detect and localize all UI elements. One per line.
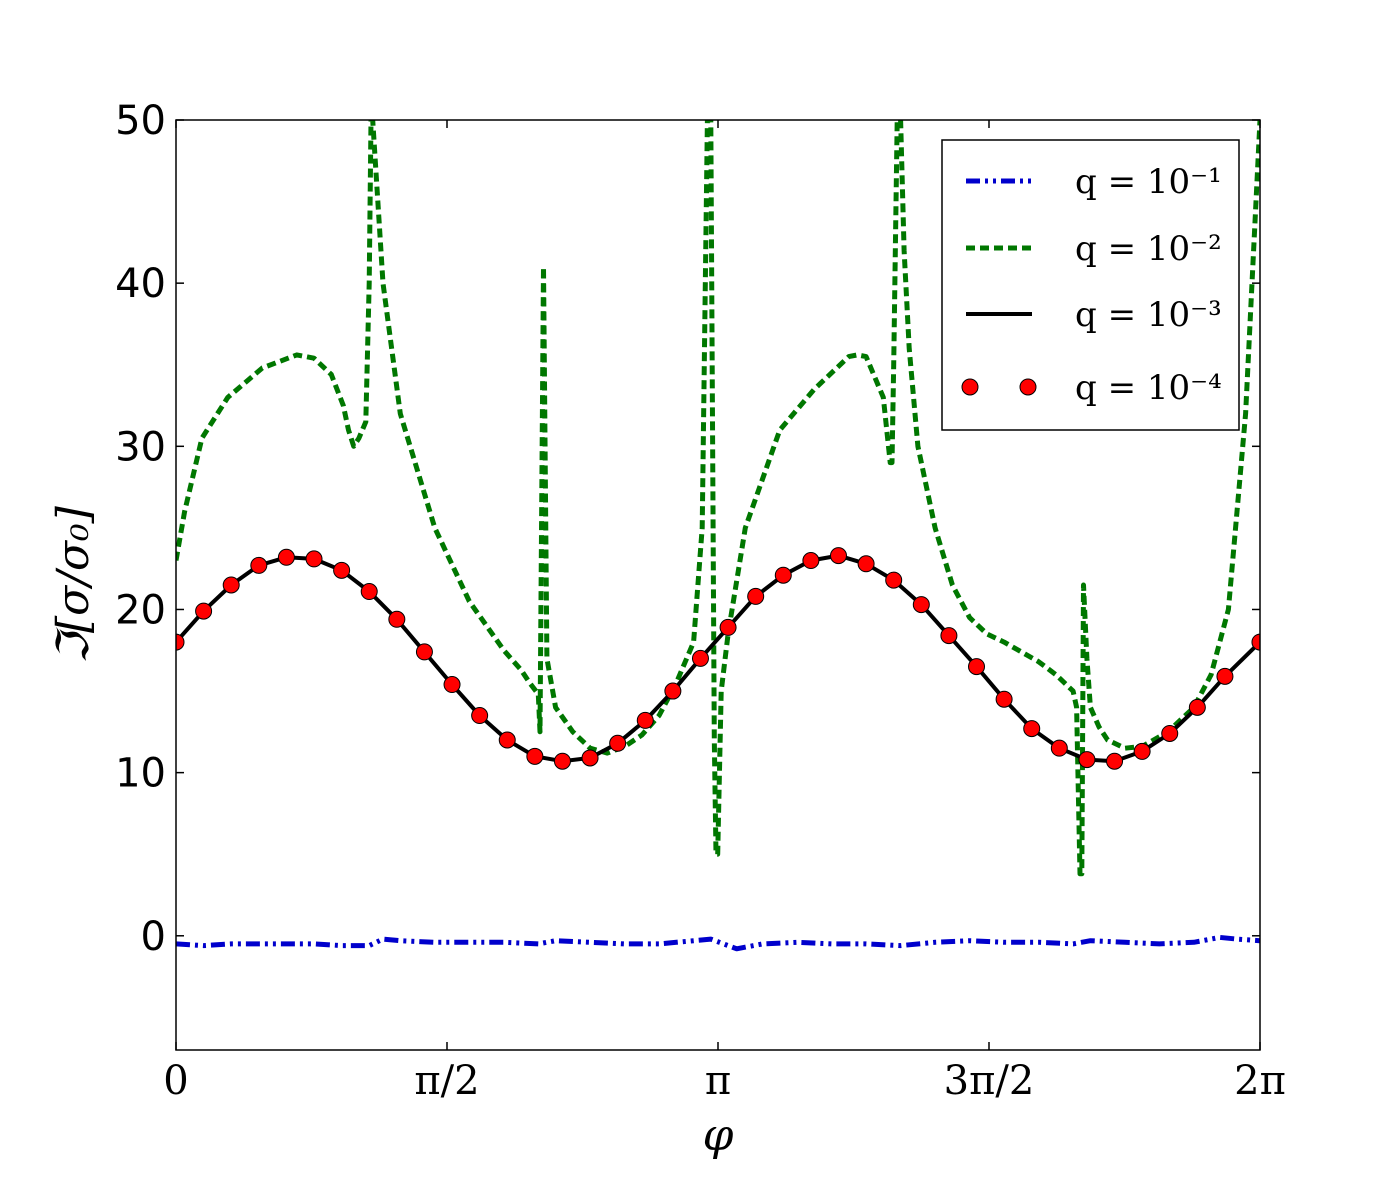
y-tick-label: 40 [115,261,166,307]
x-tick-label: 0 [163,1058,188,1104]
data-point [277,548,295,566]
data-point [415,643,433,661]
series-3 [176,553,1260,764]
legend-marker [1019,378,1037,396]
series-4 [176,547,1260,770]
y-axis-label: ℑ[σ/σ₀] [48,505,99,663]
data-point [250,556,268,574]
legend-entry: q = 10⁻³ [966,295,1222,335]
y-tick-label: 20 [115,587,166,633]
y-tick-label: 0 [141,914,166,960]
data-point [940,627,958,645]
data-point [222,576,240,594]
series-2 [176,120,1260,877]
data-point [968,658,986,676]
legend-label: q = 10⁻⁴ [1075,368,1222,408]
x-tick-label: π [705,1058,731,1104]
legend-label: q = 10⁻¹ [1075,162,1222,202]
data-point [995,690,1013,708]
data-point [857,555,875,573]
series-layer [176,120,1260,952]
data-point [1050,739,1068,757]
legend-label: q = 10⁻² [1075,229,1222,269]
legend-marker [961,378,979,396]
data-point [1078,751,1096,769]
data-point [443,676,461,694]
y-tick-label: 50 [115,98,166,144]
data-point [1133,742,1151,760]
data-point [360,583,378,601]
data-point [636,711,654,729]
legend: q = 10⁻¹ q = 10⁻² q = 10⁻³ q = 10⁻⁴ [941,139,1240,431]
data-point [802,552,820,570]
legend-label: q = 10⁻³ [1075,295,1222,335]
y-tick-label: 30 [115,424,166,470]
legend-entry: q = 10⁻⁴ [961,368,1222,408]
data-point [388,610,406,628]
legend-box [941,139,1240,431]
data-point [719,618,737,636]
x-axis-label: φ [703,1110,734,1161]
data-point [664,682,682,700]
series-line [176,553,1260,764]
data-point [1161,724,1179,742]
x-tick-label: 2π [1234,1058,1286,1104]
data-point [885,571,903,589]
data-point [691,649,709,667]
data-point [176,633,185,651]
plot-frame [175,119,1261,1051]
data-point [553,752,571,770]
data-point [1216,667,1234,685]
series-line [176,120,1260,877]
data-point [1106,752,1124,770]
data-point [498,731,516,749]
data-point [526,747,544,765]
data-point [829,547,847,565]
data-point [195,602,213,620]
data-point [1188,698,1206,716]
series-1 [176,934,1260,952]
x-tick-label: 3π/2 [944,1058,1035,1104]
data-point [333,561,351,579]
data-point [1023,720,1041,738]
data-point [581,749,599,767]
legend-entry: q = 10⁻¹ [966,162,1222,202]
data-point [609,734,627,752]
tick-labels: 0 π/2 π 3π/2 2π 0 10 20 30 40 50 [115,98,1286,1104]
series-line [176,934,1260,952]
data-point [305,550,323,568]
y-tick-label: 10 [115,751,166,797]
legend-entry: q = 10⁻² [966,229,1222,269]
data-point [774,566,792,584]
data-point [471,707,489,725]
data-point [747,587,765,605]
x-tick-label: π/2 [414,1058,479,1104]
data-point [912,596,930,614]
